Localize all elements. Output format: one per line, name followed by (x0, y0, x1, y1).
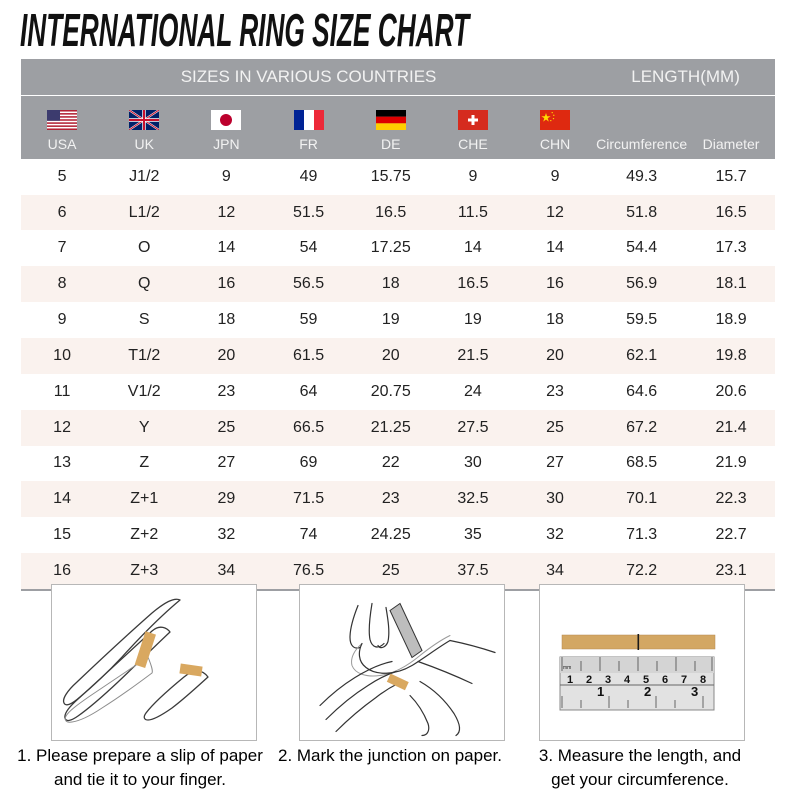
svg-text:7: 7 (681, 674, 687, 686)
svg-text:8: 8 (700, 674, 706, 686)
svg-text:mm: mm (563, 665, 571, 671)
svg-text:6: 6 (662, 674, 668, 686)
svg-text:2: 2 (586, 674, 592, 686)
svg-text:1: 1 (567, 674, 573, 686)
svg-text:3: 3 (691, 684, 698, 699)
svg-text:2: 2 (644, 684, 651, 699)
svg-text:4: 4 (624, 674, 631, 686)
svg-text:1: 1 (597, 684, 604, 699)
svg-text:3: 3 (605, 674, 611, 686)
